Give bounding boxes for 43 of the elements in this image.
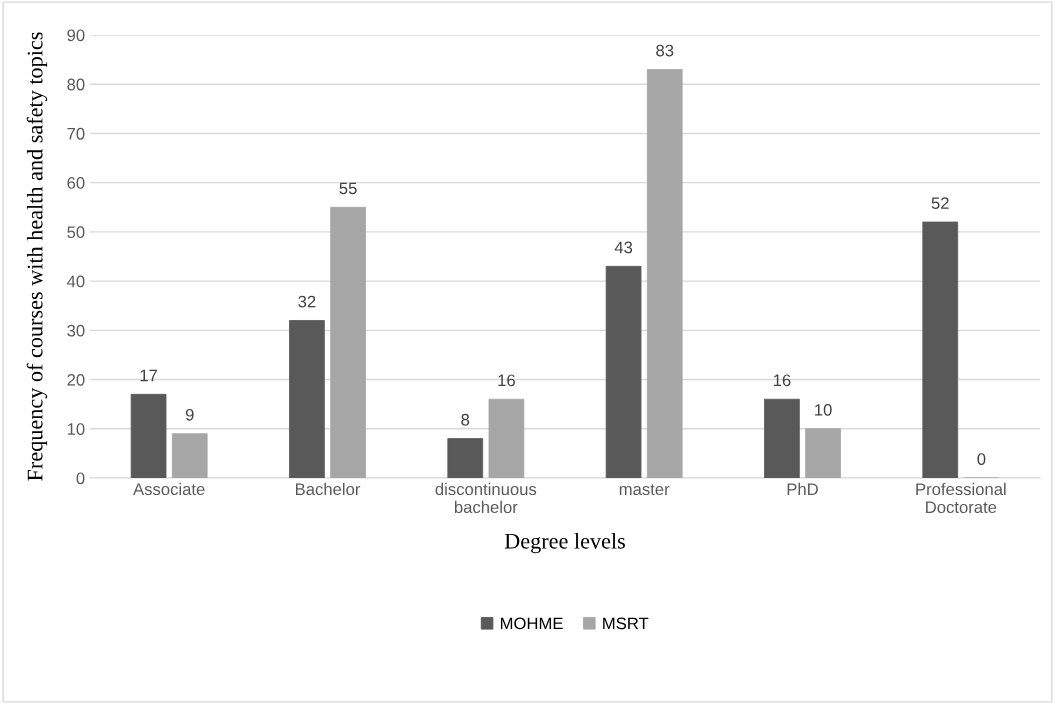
data-label: 17 [140, 369, 158, 382]
y-axis-title: Frequency of courses with health and safety topics [26, 32, 48, 481]
legend-label: MSRT [603, 617, 649, 630]
x-tick-label: Professional Doctorate [916, 482, 1006, 514]
y-tick-label: 90 [67, 29, 85, 42]
data-label: 8 [461, 413, 470, 426]
x-tick-label: master [619, 484, 670, 496]
x-tick-label: PhD [787, 482, 818, 495]
bar [764, 398, 800, 478]
data-label: 16 [498, 374, 515, 387]
y-tick-label: 10 [67, 423, 85, 435]
data-label: 83 [656, 44, 674, 57]
bar [171, 433, 208, 478]
data-label: 32 [298, 295, 316, 308]
data-label: 0 [977, 453, 986, 465]
y-tick-label: 40 [66, 275, 85, 288]
bar [646, 69, 683, 478]
bar [447, 438, 484, 478]
y-tick-label: 70 [67, 127, 85, 140]
bar [922, 221, 959, 478]
data-label: 55 [339, 182, 357, 195]
y-tick-label: 30 [67, 324, 85, 337]
x-axis-title: Degree levels [504, 533, 625, 554]
bar [488, 398, 525, 478]
y-tick-label: 20 [67, 373, 85, 386]
data-label: 10 [815, 403, 832, 416]
data-label: 16 [773, 374, 791, 387]
bar [289, 320, 325, 478]
bar [130, 393, 167, 478]
x-tick-label: Associate [133, 482, 205, 496]
legend-label: MOHME [500, 617, 563, 630]
x-tick-label: Bachelor [295, 482, 361, 496]
y-tick-label: 0 [76, 472, 85, 485]
data-label: 43 [614, 241, 633, 254]
y-tick-label: 60 [67, 177, 85, 189]
y-tick-label: 50 [67, 226, 85, 239]
bar [805, 428, 841, 478]
y-tick-label: 80 [67, 78, 85, 91]
bar [330, 206, 366, 478]
x-tick-label: discontinuous bachelor [435, 482, 537, 514]
data-label: 9 [185, 408, 194, 421]
data-label: 52 [931, 197, 949, 210]
bar [605, 265, 642, 478]
